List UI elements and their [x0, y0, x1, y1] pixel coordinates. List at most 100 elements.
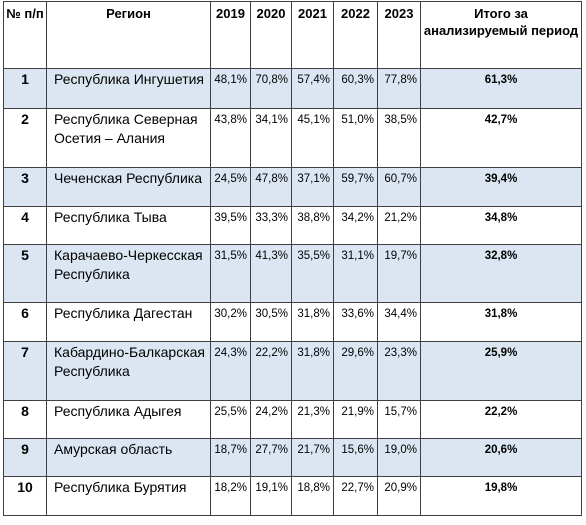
value-2021: 18,8% — [291, 476, 334, 516]
row-region: Республика Ингушетия — [46, 68, 211, 109]
table-row: 7 Кабардино-Балкарская Республика 24,3% 22,… — [3, 341, 582, 401]
value-2023: 19,0% — [377, 438, 421, 477]
row-total: 39,4% — [420, 167, 582, 207]
table-row: 8 Республика Адыгея 25,5% 24,2% 21,3% 21,9% 15… — [3, 400, 582, 439]
value-2019: 24,5% — [210, 167, 251, 207]
header-2019: 2019 — [210, 1, 251, 69]
value-2023: 19,7% — [377, 244, 421, 303]
value-2020: 34,1% — [250, 108, 292, 168]
value-2019: 43,8% — [210, 108, 251, 168]
row-num: 5 — [3, 244, 47, 303]
row-total: 22,2% — [420, 400, 582, 439]
row-num: 7 — [3, 341, 47, 401]
value-2019: 39,5% — [210, 206, 251, 245]
row-num: 2 — [3, 108, 47, 168]
value-2019: 48,1% — [210, 68, 251, 109]
value-2020: 19,1% — [250, 476, 292, 516]
row-total: 25,9% — [420, 341, 582, 401]
table-row: 9 Амурская область 18,7% 27,7% 21,7% 15,6% 19,… — [3, 438, 582, 477]
row-total: 31,8% — [420, 302, 582, 342]
header-2023: 2023 — [377, 1, 421, 69]
value-2022: 15,6% — [333, 438, 378, 477]
row-num: 4 — [3, 206, 47, 245]
value-2020: 22,2% — [250, 341, 292, 401]
value-2020: 33,3% — [250, 206, 292, 245]
value-2021: 45,1% — [291, 108, 334, 168]
row-region: Республика Тыва — [46, 206, 211, 245]
value-2023: 21,2% — [377, 206, 421, 245]
header-total: Итого за анализируемый период — [420, 1, 582, 69]
value-2020: 24,2% — [250, 400, 292, 439]
value-2021: 35,5% — [291, 244, 334, 303]
row-total: 61,3% — [420, 68, 582, 109]
value-2021: 38,8% — [291, 206, 334, 245]
table-row: 2 Республика Северная Осетия – Алания 43,8… — [3, 108, 582, 168]
value-2022: 21,9% — [333, 400, 378, 439]
row-total: 19,8% — [420, 476, 582, 516]
row-region: Карачаево-Черкесская Республика — [46, 244, 211, 303]
row-total: 32,8% — [420, 244, 582, 303]
value-2019: 25,5% — [210, 400, 251, 439]
value-2021: 21,3% — [291, 400, 334, 439]
value-2019: 31,5% — [210, 244, 251, 303]
table-row: 5 Карачаево-Черкесская Республика 31,5% 41,… — [3, 244, 582, 303]
table-row: 1 Республика Ингушетия 48,1% 70,8% 57,4% 60,3… — [3, 68, 582, 109]
value-2022: 60,3% — [333, 68, 378, 109]
header-2020: 2020 — [250, 1, 292, 69]
value-2020: 30,5% — [250, 302, 292, 342]
row-num: 6 — [3, 302, 47, 342]
value-2021: 37,1% — [291, 167, 334, 207]
value-2019: 18,7% — [210, 438, 251, 477]
row-region: Чеченская Республика — [46, 167, 211, 207]
value-2021: 21,7% — [291, 438, 334, 477]
value-2023: 77,8% — [377, 68, 421, 109]
value-2022: 31,1% — [333, 244, 378, 303]
row-region: Республика Бурятия — [46, 476, 211, 516]
row-num: 8 — [3, 400, 47, 439]
value-2021: 31,8% — [291, 341, 334, 401]
header-num: № п/п — [3, 1, 47, 69]
value-2023: 38,5% — [377, 108, 421, 168]
value-2023: 15,7% — [377, 400, 421, 439]
value-2019: 30,2% — [210, 302, 251, 342]
row-region: Республика Северная Осетия – Алания — [46, 108, 211, 168]
value-2023: 23,3% — [377, 341, 421, 401]
header-2022: 2022 — [333, 1, 378, 69]
value-2022: 22,7% — [333, 476, 378, 516]
value-2022: 59,7% — [333, 167, 378, 207]
row-total: 34,8% — [420, 206, 582, 245]
value-2020: 70,8% — [250, 68, 292, 109]
header-2021: 2021 — [291, 1, 334, 69]
row-region: Республика Адыгея — [46, 400, 211, 439]
row-region: Кабардино-Балкарская Республика — [46, 341, 211, 401]
value-2022: 34,2% — [333, 206, 378, 245]
value-2020: 47,8% — [250, 167, 292, 207]
value-2020: 41,3% — [250, 244, 292, 303]
regions-table: № п/п Регион 2019 2020 2021 2022 2023 Ит… — [3, 1, 582, 516]
row-region: Республика Дагестан — [46, 302, 211, 342]
row-num: 1 — [3, 68, 47, 109]
value-2023: 60,7% — [377, 167, 421, 207]
row-total: 42,7% — [420, 108, 582, 168]
table-row: 6 Республика Дагестан 30,2% 30,5% 31,8% 33,6%… — [3, 302, 582, 342]
value-2021: 31,8% — [291, 302, 334, 342]
value-2019: 18,2% — [210, 476, 251, 516]
table-row: 10 Республика Бурятия 18,2% 19,1% 18,8% 22,7%… — [3, 476, 582, 516]
value-2021: 57,4% — [291, 68, 334, 109]
row-total: 20,6% — [420, 438, 582, 477]
value-2019: 24,3% — [210, 341, 251, 401]
table-row: 3 Чеченская Республика 24,5% 47,8% 37,1% 59,7… — [3, 167, 582, 207]
row-num: 3 — [3, 167, 47, 207]
header-row: № п/п Регион 2019 2020 2021 2022 2023 Ит… — [3, 1, 582, 69]
value-2022: 29,6% — [333, 341, 378, 401]
row-region: Амурская область — [46, 438, 211, 477]
row-num: 9 — [3, 438, 47, 477]
table-row: 4 Республика Тыва 39,5% 33,3% 38,8% 34,2% 21,2… — [3, 206, 582, 245]
value-2023: 20,9% — [377, 476, 421, 516]
value-2022: 51,0% — [333, 108, 378, 168]
value-2022: 33,6% — [333, 302, 378, 342]
value-2020: 27,7% — [250, 438, 292, 477]
value-2023: 34,4% — [377, 302, 421, 342]
row-num: 10 — [3, 476, 47, 516]
header-region: Регион — [46, 1, 211, 69]
